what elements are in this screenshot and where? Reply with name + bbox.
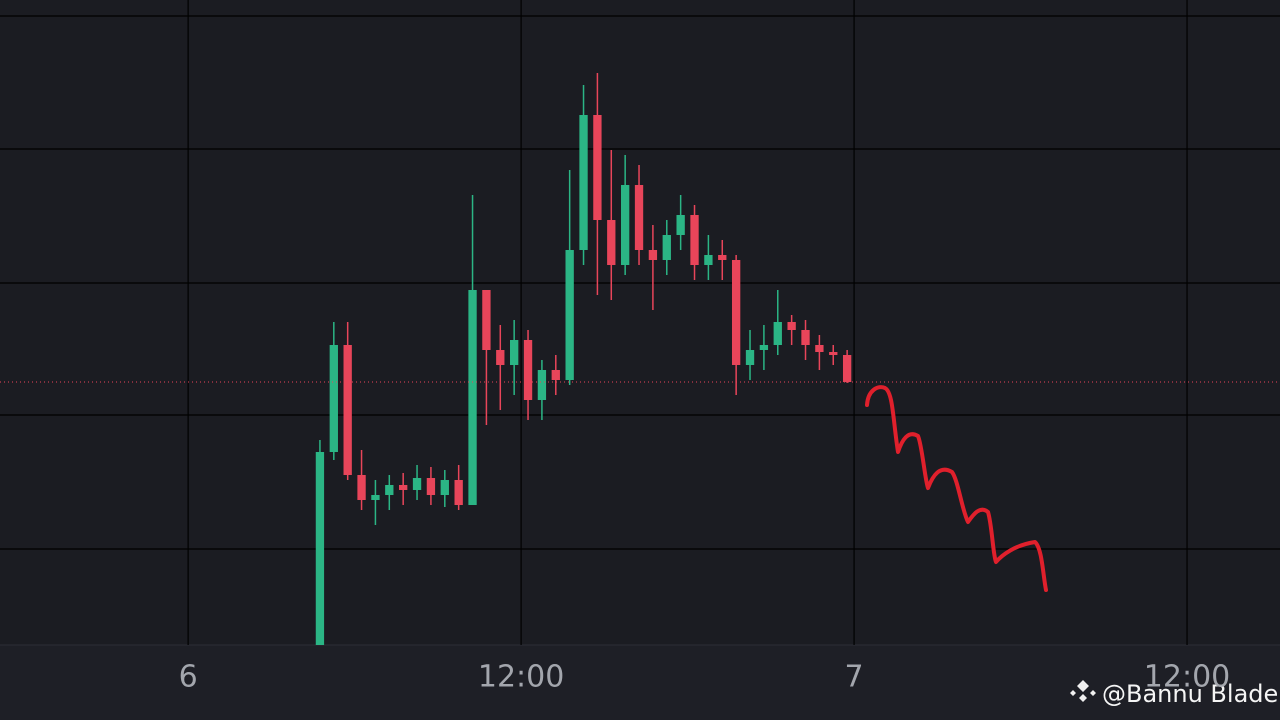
x-tick-label: 6 <box>179 660 198 695</box>
candle-body <box>620 185 630 265</box>
candle-body <box>676 215 685 235</box>
candle-body <box>496 350 505 365</box>
candle-body <box>759 345 769 350</box>
candle-body <box>690 215 699 265</box>
candle-body <box>607 220 616 265</box>
candle-body <box>815 345 824 352</box>
candle-body <box>551 370 560 380</box>
candle-body <box>385 485 394 495</box>
x-tick-label: 12:00 <box>478 660 564 695</box>
candle-body <box>523 340 533 400</box>
candle-body <box>745 350 755 365</box>
hand-drawn-annotation <box>865 385 1048 592</box>
candle-body <box>482 290 491 350</box>
candle-body <box>537 370 547 400</box>
candle-body <box>662 235 671 260</box>
candle-body <box>399 485 408 490</box>
candle-body <box>773 322 782 345</box>
plot-background <box>0 0 1280 645</box>
candle-body <box>315 452 325 645</box>
candle-body <box>468 290 477 505</box>
candle-body <box>510 340 519 365</box>
candle-body <box>718 255 727 260</box>
x-tick-label: 12:00 <box>1144 660 1230 695</box>
watermark: @Bannu Blade <box>1070 680 1278 708</box>
candle-body <box>634 185 644 250</box>
candle-body <box>440 480 449 495</box>
candle-body <box>426 478 436 495</box>
candle-body <box>343 345 352 475</box>
grid <box>0 0 1280 645</box>
axis-background <box>0 645 1280 720</box>
candle-body <box>412 478 422 490</box>
candle-body <box>565 250 574 380</box>
candle-body <box>593 115 602 220</box>
candle-body <box>801 330 810 345</box>
candle-body <box>842 355 852 382</box>
candle-body <box>454 480 463 505</box>
x-tick-label: 7 <box>845 660 864 695</box>
candle-body <box>329 345 338 452</box>
candle-body <box>579 115 588 250</box>
candle-body <box>731 260 741 365</box>
candles <box>0 73 1280 645</box>
watermark-icon <box>1070 680 1096 702</box>
candle-body <box>704 255 713 265</box>
candle-body <box>648 250 658 260</box>
candle-body <box>371 495 380 500</box>
candle-body <box>829 352 838 355</box>
watermark-text: @Bannu Blade <box>1102 680 1278 708</box>
candle-body <box>357 475 366 500</box>
candle-body <box>787 322 796 330</box>
